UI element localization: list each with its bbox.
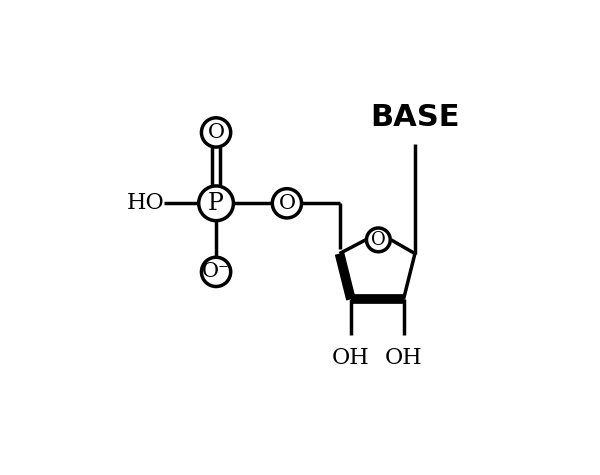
Text: HO: HO <box>127 192 164 214</box>
Text: P: P <box>208 192 224 215</box>
Circle shape <box>272 189 302 218</box>
Text: BASE: BASE <box>370 104 460 133</box>
Circle shape <box>367 228 390 252</box>
Text: O: O <box>278 194 295 213</box>
Text: O: O <box>371 231 386 249</box>
Circle shape <box>202 257 230 286</box>
Text: OH: OH <box>385 347 422 370</box>
Circle shape <box>199 186 233 221</box>
Circle shape <box>202 118 230 147</box>
Text: O: O <box>208 123 224 142</box>
Text: OH: OH <box>332 347 370 370</box>
Text: O⁻: O⁻ <box>202 262 230 281</box>
